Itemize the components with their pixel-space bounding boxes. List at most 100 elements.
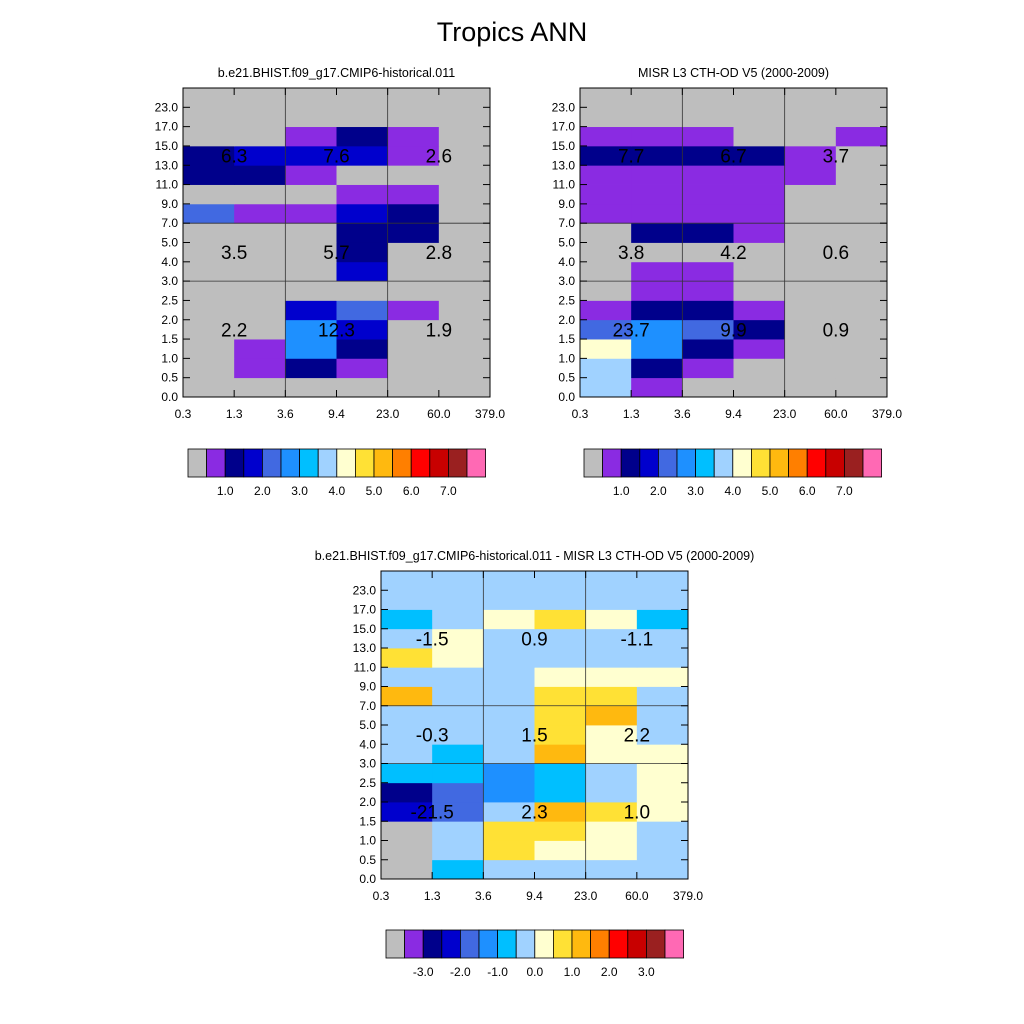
heatmap-cell	[285, 261, 337, 282]
heatmap-cell	[534, 763, 587, 784]
heatmap-cell	[234, 203, 286, 224]
heatmap-cell	[835, 300, 888, 321]
heatmap-cell	[784, 261, 837, 282]
block-value-label: 2.2	[624, 726, 650, 747]
colorbar-swatch	[627, 929, 647, 959]
heatmap-cell	[285, 300, 337, 321]
x-tick-label: 23.0	[376, 407, 400, 421]
colorbar-tick-label: 4.0	[724, 484, 741, 498]
block-value-label: 0.9	[521, 629, 547, 650]
heatmap-cell	[585, 725, 638, 745]
heatmap-cell	[183, 242, 235, 263]
heatmap-cell	[580, 319, 632, 340]
colorbar-tick-label: 6.0	[403, 484, 420, 498]
heatmap-cell	[784, 203, 837, 224]
heatmap-cell	[285, 126, 337, 147]
heatmap-cell	[483, 859, 535, 880]
y-tick-label: 2.0	[161, 313, 178, 327]
heatmap-cell	[631, 377, 683, 398]
colorbar-swatch	[862, 448, 883, 478]
y-tick-label: 5.0	[161, 236, 178, 250]
heatmap-cell	[483, 686, 535, 707]
heatmap-cell	[835, 203, 888, 224]
heatmap-cell	[733, 88, 786, 108]
heatmap-cell	[234, 319, 286, 340]
block-value-label: 9.9	[720, 320, 746, 341]
heatmap-cell	[682, 165, 734, 185]
heatmap-cell	[336, 184, 389, 205]
heatmap-cell	[580, 126, 632, 147]
colorbar-swatch	[695, 448, 715, 478]
x-tick-label: 1.3	[424, 889, 441, 903]
heatmap-cell	[387, 339, 440, 359]
heatmap-cell	[733, 107, 786, 128]
panel-title: MISR L3 CTH-OD V5 (2000-2009)	[638, 66, 829, 80]
heatmap-cell	[682, 377, 734, 398]
colorbar-tick-label: 1.0	[217, 484, 234, 498]
page-title: Tropics ANN	[436, 17, 588, 47]
heatmap-cell	[733, 261, 786, 282]
heatmap-cell	[585, 744, 638, 764]
heatmap-cell	[534, 744, 587, 764]
heatmap-cell	[631, 242, 683, 263]
heatmap-cell	[183, 223, 235, 243]
y-tick-label: 3.0	[558, 274, 575, 288]
heatmap-cell	[483, 628, 535, 649]
heatmap-cell	[381, 744, 433, 764]
x-tick-label: 1.3	[623, 407, 640, 421]
x-tick-label: 0.3	[373, 889, 390, 903]
heatmap-cell	[438, 184, 491, 205]
colorbar-swatch	[429, 448, 449, 478]
heatmap-cell	[585, 802, 638, 822]
heatmap-cell	[234, 300, 286, 321]
y-tick-label: 2.5	[558, 293, 575, 307]
colorbar-swatch	[478, 929, 499, 959]
heatmap-cell	[733, 281, 786, 301]
heatmap-cell	[438, 319, 491, 340]
heatmap-cell	[733, 377, 786, 398]
heatmap-cell	[381, 628, 433, 649]
heatmap-cell	[784, 126, 837, 147]
heatmap-cell	[234, 261, 286, 282]
heatmap-cell	[183, 107, 235, 128]
heatmap-cell	[381, 686, 433, 707]
heatmap-cell	[682, 126, 734, 147]
heatmap-cell	[585, 821, 638, 841]
colorbar-swatch	[788, 448, 808, 478]
colorbar-tick-label: 0.0	[526, 965, 543, 979]
heatmap-cell	[534, 686, 587, 707]
heatmap-cell	[636, 686, 689, 707]
colorbar-swatch	[317, 448, 338, 478]
heatmap-cell	[285, 145, 337, 166]
colorbar-swatch	[664, 929, 685, 959]
heatmap-cell	[835, 261, 888, 282]
y-tick-label: 1.0	[161, 351, 178, 365]
colorbar-tick-label: 6.0	[799, 484, 816, 498]
heatmap-cell	[438, 358, 491, 379]
heatmap-cell	[381, 705, 433, 726]
heatmap-cell	[784, 339, 837, 359]
x-tick-label: 379.0	[673, 889, 703, 903]
heatmap-cell	[585, 590, 638, 610]
y-tick-label: 5.0	[558, 236, 575, 250]
heatmap-cell	[438, 377, 491, 398]
heatmap-cell	[285, 319, 337, 340]
heatmap-cell	[580, 358, 632, 379]
block-value-label: 2.6	[426, 147, 452, 168]
heatmap-cell	[432, 744, 484, 764]
colorbar-swatch	[806, 448, 827, 478]
y-tick-label: 1.5	[558, 332, 575, 346]
colorbar-tick-label: 7.0	[836, 484, 853, 498]
heatmap-cell	[336, 107, 389, 128]
heatmap-cell	[784, 242, 837, 263]
y-tick-label: 15.0	[353, 622, 377, 636]
y-tick-label: 0.5	[161, 371, 178, 385]
x-tick-label: 379.0	[475, 407, 505, 421]
heatmap-cell	[682, 281, 734, 301]
colorbar-tick-label: 7.0	[440, 484, 457, 498]
heatmap-cell	[285, 107, 337, 128]
heatmap-cell	[534, 705, 587, 726]
heatmap-cell	[585, 705, 638, 726]
heatmap-cell	[387, 88, 440, 108]
heatmap-cell	[631, 261, 683, 282]
